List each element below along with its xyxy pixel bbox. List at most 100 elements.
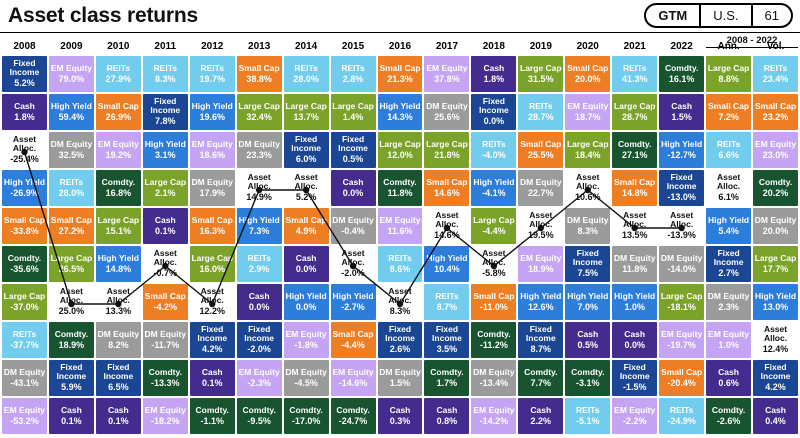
return-cell: Fixed Income 4.2% [753,360,798,396]
asset-label: Cash [61,404,82,415]
return-value: 14.6% [434,230,460,241]
return-value: 12.0% [387,149,413,160]
return-cell: Asset Alloc. 5.2% [283,170,329,206]
return-value: 7.7% [530,377,552,388]
asset-label: DM Equity [238,138,280,149]
return-cell: High Yield 3.1% [142,132,188,168]
return-cell: Cash 0.6% [706,360,752,396]
return-value: 2.6% [389,344,411,355]
gtm-label: GTM [658,8,688,23]
asset-label: EM Equity [473,404,515,415]
return-value: -43.1% [10,377,39,388]
return-value: 0.0% [295,301,317,312]
return-value: 6.0% [295,154,317,165]
asset-label: Small Cap [285,214,327,225]
asset-label: Fixed Income [150,95,181,116]
return-value: 27.9% [105,73,132,84]
return-value: 0.1% [201,377,223,388]
asset-label: Comdty. [336,404,370,415]
asset-label: High Yield [708,214,750,225]
return-cell: Large Cap 26.5% [48,246,94,282]
return-cell: Comdty. -9.5% [236,398,282,434]
return-value: 18.7% [574,111,601,122]
asset-label: Small Cap [426,176,468,187]
return-cell: REITs 8.6% [377,246,423,282]
return-value: 0.4% [765,415,786,426]
return-value: 0.8% [436,415,458,426]
return-cell: REITs 8.3% [142,56,188,92]
return-cell: Comdty. 16.8% [95,170,141,206]
return-cell: Small Cap -4.2% [142,284,188,320]
column-header: 2015 [341,41,365,52]
column-header: 2022 [670,41,693,52]
asset-label: Cash [718,366,739,377]
return-cell: EM Equity 18.6% [189,132,235,168]
return-value: 0.0% [342,187,364,198]
asset-label: Asset Alloc. [106,285,130,306]
return-value: 2.2% [530,415,552,426]
asset-label: High Yield [520,290,562,301]
asset-label: Fixed Income [760,361,791,382]
asset-label: Small Cap [144,290,186,301]
return-cell: Comdty. 7.7% [518,360,564,396]
return-value: -13.3% [151,377,180,388]
return-cell: Fixed Income -1.5% [612,360,658,396]
return-value: 20.2% [762,187,789,198]
return-cell: Comdty. -13.3% [142,360,188,396]
asset-label: DM Equity [285,366,327,377]
return-cell: Asset Alloc. 12.2% [189,284,235,320]
column-2013: 2013 Small Cap 38.8% Large Cap 32.4% DM Equit… [236,34,282,434]
return-value: -2.6% [716,415,741,426]
return-cell: High Yield 7.0% [565,284,611,320]
return-value: 18.6% [199,149,225,160]
return-value: 14.6% [434,187,460,198]
asset-label: High Yield [285,290,327,301]
return-cell: Asset Alloc. 8.3% [377,284,423,320]
return-cell: Fixed Income -2.0% [236,322,282,358]
asset-label: Fixed Income [432,323,462,344]
column-2010: 2010 REITs 27.9% Small Cap 26.9% EM Equity 19.… [95,34,141,434]
column-2008: 2008 Fixed Income 5.2% Cash 1.8% Asset Alloc.… [2,34,47,434]
asset-label: Large Cap [97,214,140,225]
return-cell: Small Cap -4.4% [330,322,376,358]
return-value: 41.3% [621,73,648,84]
return-value: -35.6% [10,263,39,274]
return-cell: Large Cap 2.1% [142,170,188,206]
return-cell: High Yield 13.0% [753,284,798,320]
return-value: 26.5% [58,263,85,274]
return-value: 31.5% [528,73,554,84]
asset-label: Cash [765,404,786,415]
asset-label: DM Equity [707,290,750,301]
return-value: 2.1% [155,187,176,198]
asset-label: Comdty. [664,62,699,73]
return-value: 28.7% [528,111,554,122]
return-value: -4.2% [153,301,178,312]
return-value: 8.7% [530,344,552,355]
column-2011: 2011 REITs 8.3% Fixed Income 7.8% High Yield 3… [142,34,188,434]
return-cell: Small Cap 26.9% [95,94,141,130]
column-2022: 2022 Comdty. 16.1% Cash 1.5% High Yield -12.7%… [659,34,705,434]
return-cell: Cash 0.1% [142,208,188,244]
return-value: -18.2% [151,415,180,426]
return-cell: REITs -4.0% [471,132,517,168]
asset-label: EM Equity [332,366,374,377]
column-header: 2012 [201,41,224,52]
asset-label: DM Equity [144,328,187,339]
column-header: 2018 [482,41,505,52]
asset-label: Cash [436,404,458,415]
asset-label: Fixed Income [385,323,415,344]
return-cell: Fixed Income 4.2% [189,322,235,358]
return-cell: Asset Alloc. 14.9% [236,170,282,206]
return-value: 12.4% [762,344,789,355]
asset-label: REITs [153,62,178,73]
asset-label: Fixed Income [619,361,650,382]
return-value: -20.4% [667,377,696,388]
asset-label: DM Equity [426,100,468,111]
return-value: 5.9% [61,382,82,393]
asset-label: DM Equity [473,366,515,377]
return-value: -37.0% [10,301,39,312]
return-cell: DM Equity 11.8% [612,246,658,282]
return-cell: EM Equity 18.7% [565,94,611,130]
return-cell: Small Cap -33.8% [2,208,47,244]
asset-label: Fixed Income [291,133,321,154]
